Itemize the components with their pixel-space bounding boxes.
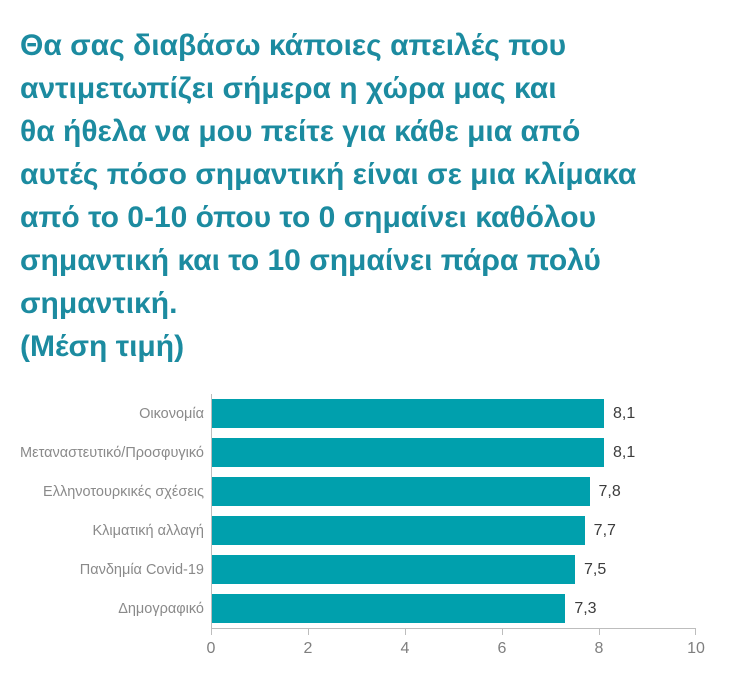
bar bbox=[212, 477, 590, 506]
bar-row: Ελληνοτουρκικές σχέσεις 7,8 bbox=[20, 472, 735, 511]
value-label: 8,1 bbox=[613, 443, 636, 461]
category-label: Οικονομία bbox=[139, 405, 204, 422]
chart-title: Θα σας διαβάσω κάποιες απειλές που αντιμ… bbox=[20, 29, 637, 363]
axis-tick bbox=[405, 629, 406, 635]
bar-track: 7,7 bbox=[211, 511, 696, 550]
report-page: Θα σας διαβάσω κάποιες απειλές που αντιμ… bbox=[0, 24, 735, 698]
axis-tick-label: 2 bbox=[303, 640, 313, 657]
axis-tick-label: 0 bbox=[206, 640, 216, 657]
bar-track: 7,3 bbox=[211, 589, 696, 628]
bar bbox=[212, 516, 585, 545]
bar-chart: Οικονομία 8,1 Μεταναστευτικό/Προσφυγικό 8,1… bbox=[20, 394, 735, 667]
bar-track: 7,8 bbox=[211, 472, 696, 511]
bar-row: Μεταναστευτικό/Προσφυγικό 8,1 bbox=[20, 433, 735, 472]
value-label: 8,1 bbox=[613, 404, 636, 422]
axis-tick bbox=[599, 629, 600, 635]
bar-row: Οικονομία 8,1 bbox=[20, 394, 735, 433]
bar-row: Πανδημία Covid-19 7,5 bbox=[20, 550, 735, 589]
bar-row: Κλιματική αλλαγή 7,7 bbox=[20, 511, 735, 550]
axis-tick bbox=[695, 629, 696, 635]
category-label: Δημογραφικό bbox=[118, 600, 204, 617]
axis-tick bbox=[211, 629, 212, 635]
axis-tick bbox=[502, 629, 503, 635]
x-axis: 0 2 4 6 8 10 bbox=[207, 628, 705, 667]
plot-rows: Οικονομία 8,1 Μεταναστευτικό/Προσφυγικό 8,1… bbox=[20, 394, 735, 628]
value-label: 7,5 bbox=[584, 560, 607, 578]
bar bbox=[212, 438, 605, 467]
bar-track: 8,1 bbox=[211, 433, 696, 472]
value-label: 7,7 bbox=[593, 521, 616, 539]
category-label: Κλιματική αλλαγή bbox=[92, 522, 204, 539]
axis-tick-label: 10 bbox=[687, 640, 705, 657]
bar-track: 7,5 bbox=[211, 550, 696, 589]
bar bbox=[212, 399, 605, 428]
bar bbox=[212, 594, 566, 623]
axis-tick-label: 4 bbox=[400, 640, 410, 657]
category-label: Ελληνοτουρκικές σχέσεις bbox=[43, 483, 204, 500]
axis-tick-label: 6 bbox=[497, 640, 507, 657]
category-label: Πανδημία Covid-19 bbox=[79, 561, 204, 578]
bar-row: Δημογραφικό 7,3 bbox=[20, 589, 735, 628]
category-label: Μεταναστευτικό/Προσφυγικό bbox=[20, 444, 204, 461]
axis-tick-label: 8 bbox=[594, 640, 604, 657]
value-label: 7,8 bbox=[598, 482, 621, 500]
bar-track: 8,1 bbox=[211, 394, 696, 433]
axis-tick bbox=[308, 629, 309, 635]
bar bbox=[212, 555, 575, 584]
value-label: 7,3 bbox=[574, 599, 597, 617]
